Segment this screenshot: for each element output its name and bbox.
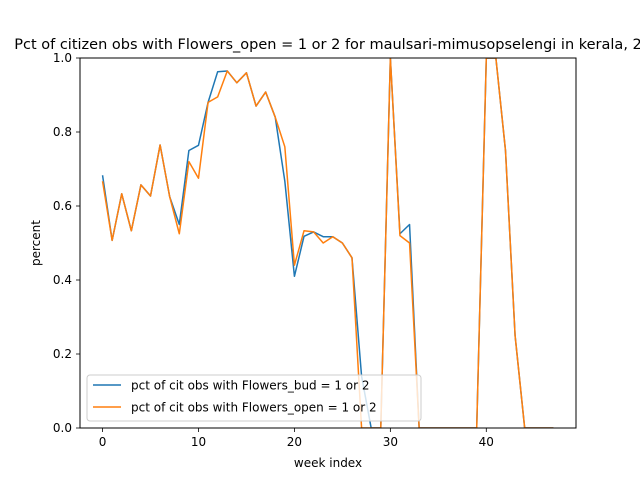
- y-axis-label: percent: [29, 220, 43, 266]
- x-tick-label: 30: [383, 435, 398, 449]
- y-axis: 0.0 0.2 0.4 0.6 0.8 1.0: [53, 51, 80, 435]
- plot-frame: [79, 57, 577, 429]
- x-axis: 0 10 20 30 40: [99, 428, 494, 449]
- chart-title: Pct of citizen obs with Flowers_open = 1…: [14, 37, 640, 53]
- series-line-1: [101, 58, 554, 428]
- legend-label-2: pct of cit obs with Flowers_open = 1 or …: [131, 401, 377, 415]
- x-axis-label: week index: [294, 456, 362, 470]
- y-tick-label: 0.6: [53, 199, 72, 213]
- y-tick-label: 0.2: [53, 347, 72, 361]
- legend: pct of cit obs with Flowers_bud = 1 or 2…: [86, 374, 422, 422]
- legend-label-1: pct of cit obs with Flowers_bud = 1 or 2: [131, 379, 370, 393]
- y-tick-label: 0.4: [53, 273, 72, 287]
- x-tick-label: 40: [479, 435, 494, 449]
- y-tick-label: 0.8: [53, 125, 72, 139]
- legend-box: [86, 374, 422, 422]
- x-tick-label: 10: [191, 435, 206, 449]
- x-tick-label: 0: [99, 435, 107, 449]
- series-line-2: [101, 58, 554, 428]
- y-tick-label: 1.0: [53, 51, 72, 65]
- y-tick-label: 0.0: [53, 421, 72, 435]
- series-layer: [101, 58, 554, 428]
- x-tick-label: 20: [287, 435, 302, 449]
